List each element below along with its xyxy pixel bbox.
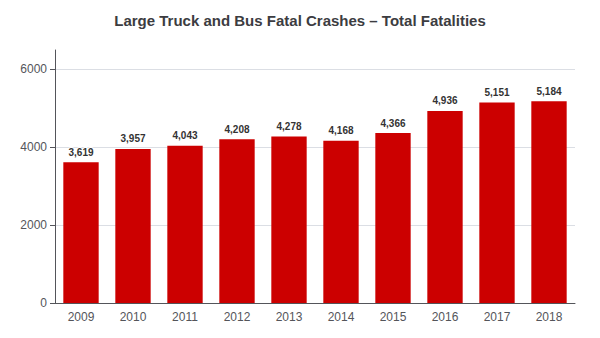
svg-text:2016: 2016 bbox=[432, 310, 459, 324]
svg-text:4000: 4000 bbox=[20, 140, 47, 154]
svg-text:4,366: 4,366 bbox=[380, 118, 405, 129]
svg-text:2011: 2011 bbox=[172, 310, 198, 324]
svg-text:6000: 6000 bbox=[20, 62, 47, 76]
svg-text:Large Truck and Bus Fatal Cras: Large Truck and Bus Fatal Crashes – Tota… bbox=[114, 12, 486, 29]
svg-text:2014: 2014 bbox=[328, 310, 355, 324]
svg-text:4,208: 4,208 bbox=[224, 124, 249, 135]
svg-text:2013: 2013 bbox=[276, 310, 303, 324]
svg-text:2017: 2017 bbox=[484, 310, 511, 324]
svg-text:2000: 2000 bbox=[20, 218, 47, 232]
svg-text:3,619: 3,619 bbox=[68, 147, 93, 158]
svg-text:4,168: 4,168 bbox=[328, 125, 353, 136]
svg-text:0: 0 bbox=[40, 296, 47, 310]
svg-text:5,151: 5,151 bbox=[484, 87, 509, 98]
svg-text:2009: 2009 bbox=[68, 310, 95, 324]
svg-text:2015: 2015 bbox=[380, 310, 407, 324]
svg-text:4,043: 4,043 bbox=[172, 130, 197, 141]
svg-text:3,957: 3,957 bbox=[120, 133, 145, 144]
svg-text:2018: 2018 bbox=[536, 310, 563, 324]
svg-text:5,184: 5,184 bbox=[536, 86, 561, 97]
svg-text:4,936: 4,936 bbox=[432, 95, 457, 106]
svg-text:2012: 2012 bbox=[224, 310, 251, 324]
svg-text:2010: 2010 bbox=[120, 310, 147, 324]
svg-text:4,278: 4,278 bbox=[276, 121, 301, 132]
